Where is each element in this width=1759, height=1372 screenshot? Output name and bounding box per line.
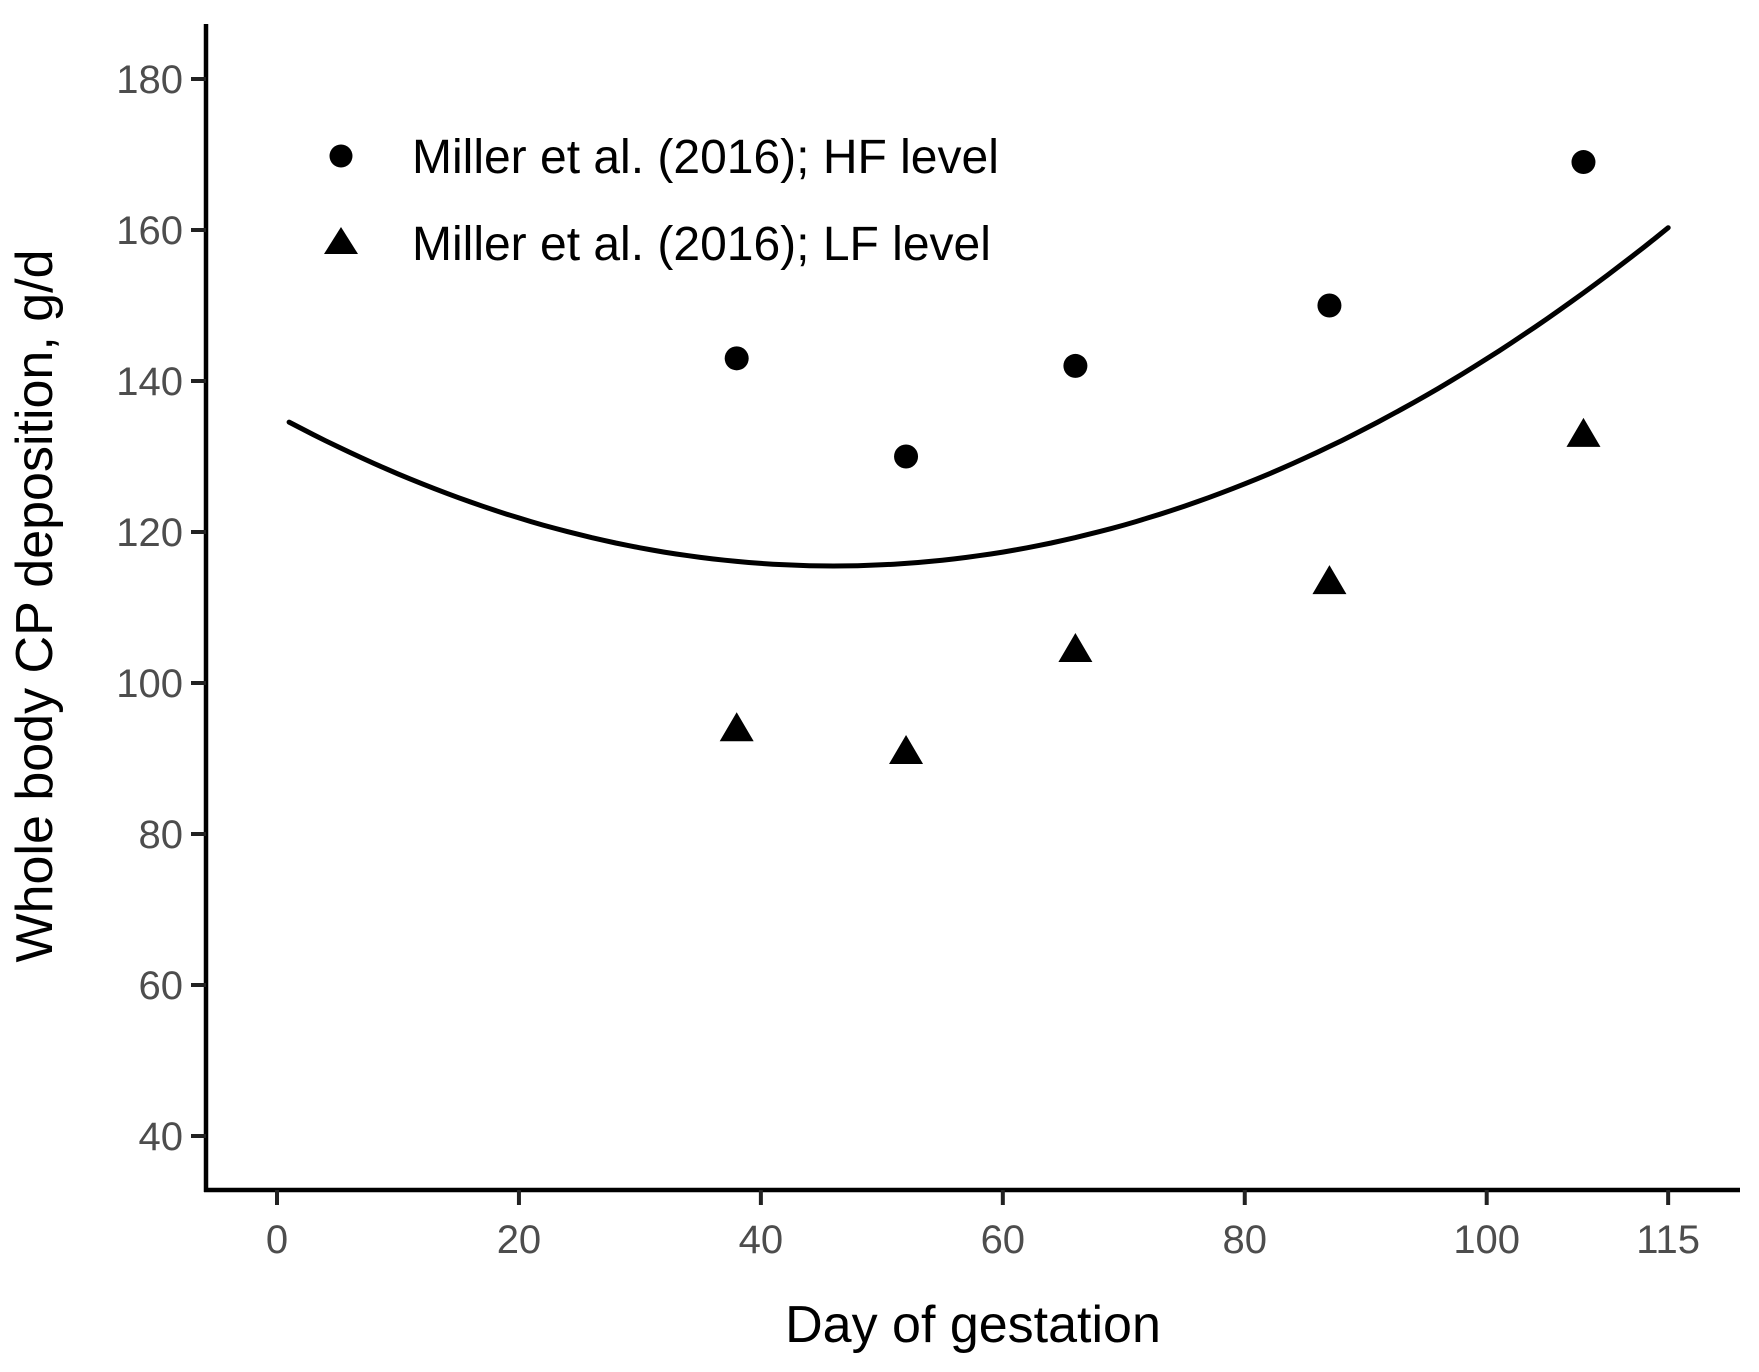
y-tick-label: 40 [139, 1115, 184, 1159]
scatter-point-circle-hf [724, 346, 749, 371]
y-tick-label: 120 [116, 511, 183, 555]
scatter-point-triangle-lf [1566, 417, 1601, 447]
legend: Miller et al. (2016); HF level Miller et… [324, 131, 999, 271]
trend-curve [286, 225, 1671, 569]
x-tick-label: 115 [1636, 1218, 1700, 1262]
y-tick-label: 80 [139, 813, 184, 857]
x-tick-label: 100 [1453, 1218, 1520, 1262]
y-tick-label: 100 [116, 662, 183, 706]
generated-chart-layer: 0 20 40 60 80 100 115 40 60 80 100 120 140 160 180 [116, 24, 1740, 1262]
x-tick-label: 60 [981, 1218, 1026, 1262]
x-axis-title: Day of gestation [785, 1296, 1161, 1354]
scatter-point-triangle-lf [889, 734, 924, 764]
x-tick-label: 0 [266, 1218, 288, 1262]
scatter-point-circle-hf [1317, 293, 1342, 318]
scatter-point-circle-hf [1063, 353, 1088, 378]
legend-label-lf: Miller et al. (2016); LF level [412, 218, 991, 271]
scatter-point-circle-hf [894, 444, 919, 469]
x-tick-label: 20 [497, 1218, 542, 1262]
y-axis-title: Whole body CP deposition, g/d [6, 249, 64, 962]
legend-marker-circle-hf [329, 144, 353, 168]
x-tick-label: 40 [739, 1218, 784, 1262]
legend-label-hf: Miller et al. (2016); HF level [412, 131, 999, 184]
scatter-point-triangle-lf [719, 712, 754, 742]
scatter-point-circle-hf [1571, 150, 1596, 175]
y-tick-label: 180 [116, 58, 183, 102]
legend-marker-triangle-lf [324, 227, 358, 254]
scatter-point-triangle-lf [1058, 633, 1093, 663]
y-tick-label: 140 [116, 360, 183, 404]
x-tick-label: 80 [1223, 1218, 1268, 1262]
y-tick-label: 160 [116, 209, 183, 253]
y-tick-label: 60 [139, 964, 184, 1008]
scatter-point-triangle-lf [1312, 565, 1347, 595]
